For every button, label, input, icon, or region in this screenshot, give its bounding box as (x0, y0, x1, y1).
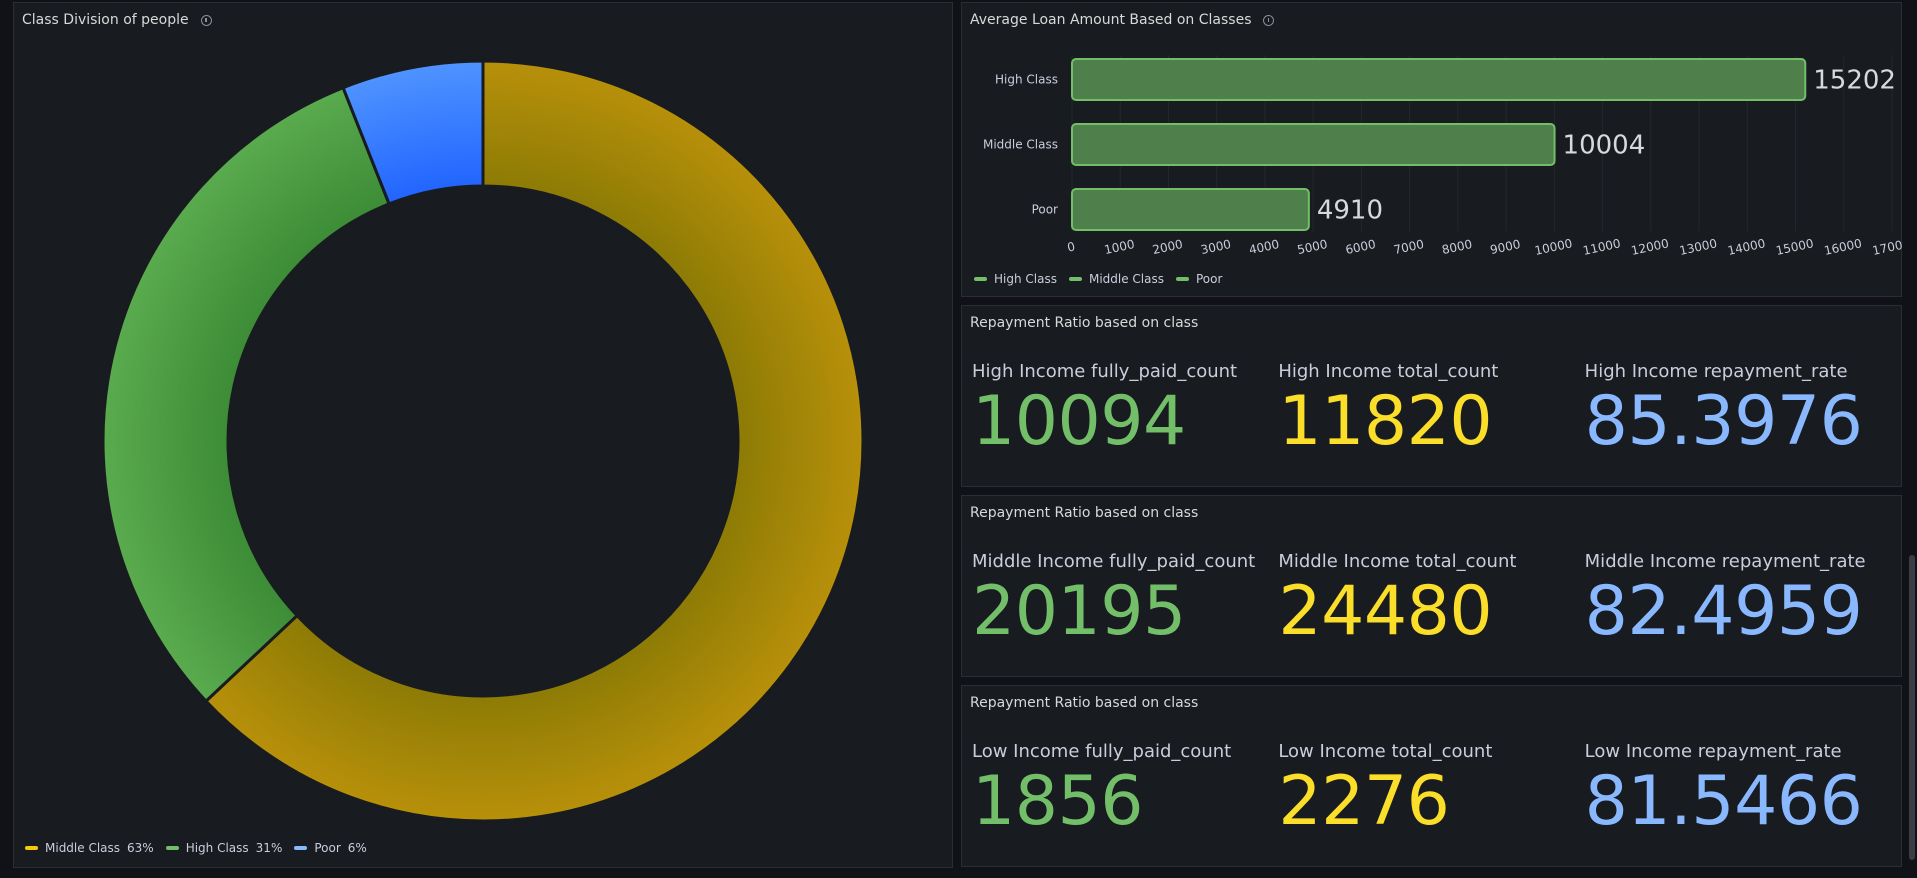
bar-panel: Average Loan Amount Based on Classes 152… (961, 2, 1903, 297)
x-tick-label: 7000 (1392, 237, 1425, 257)
x-tick-label: 0 (1066, 239, 1076, 254)
bar-panel-header: Average Loan Amount Based on Classes (970, 12, 1275, 28)
stat-value: 24480 (1278, 572, 1493, 651)
x-tick-label: 15000 (1775, 236, 1815, 258)
stat-fully-paid: Middle Income fully_paid_count 20195 (972, 551, 1278, 647)
legend-swatch (294, 846, 308, 850)
bar-legend: High Class Middle Class Poor (974, 272, 1222, 286)
stat-label: Middle Income total_count (1278, 551, 1517, 572)
legend-swatch (1176, 277, 1189, 281)
donut-slice-poor[interactable] (341, 59, 485, 206)
bar-legend-item[interactable]: Middle Class (1068, 272, 1164, 286)
bar-poor[interactable] (1071, 188, 1310, 231)
legend-percent: 6% (347, 841, 367, 855)
stat-panel-title: Repayment Ratio based on class (970, 505, 1199, 521)
stat-label: High Income fully_paid_count (972, 361, 1238, 382)
bar-high-class[interactable] (1071, 58, 1807, 101)
legend-percent: 31% (255, 841, 283, 855)
info-icon[interactable] (200, 14, 212, 26)
legend-swatch (1068, 277, 1082, 281)
legend-swatch (974, 277, 987, 281)
donut-panel: Class Division of people Middle Class 63… (13, 2, 953, 868)
stat-repayment-rate: Middle Income repayment_rate 82.4959 (1585, 551, 1891, 647)
stat-value: 81.5466 (1584, 762, 1863, 841)
stat-label: High Income total_count (1278, 361, 1499, 382)
stat-value: 20195 (972, 572, 1186, 651)
x-tick-label: 11000 (1582, 236, 1622, 258)
x-tick-label: 17000 (1871, 236, 1903, 258)
bar-value-label: 10004 (1563, 131, 1646, 161)
y-category-label: Poor (1032, 203, 1058, 217)
donut-legend: Middle Class 63% High Class 31% Poor 6% (25, 841, 367, 855)
stat-value: 1856 (972, 762, 1144, 841)
x-tick-label: 1000 (1103, 237, 1136, 257)
y-category-label: Middle Class (983, 138, 1058, 152)
legend-label: High Class (185, 841, 249, 855)
stat-panel-high-income: Repayment Ratio based on class High Inco… (961, 305, 1902, 487)
x-tick-label: 4000 (1248, 237, 1281, 257)
stat-fully-paid: High Income fully_paid_count 10094 (972, 361, 1278, 457)
stat-value: 10094 (972, 382, 1186, 461)
scrollbar-thumb[interactable] (1909, 555, 1915, 860)
x-tick-label: 16000 (1823, 236, 1863, 258)
x-tick-label: 6000 (1344, 237, 1377, 257)
donut-panel-title: Class Division of people (22, 12, 189, 28)
x-tick-label: 9000 (1489, 237, 1522, 257)
stat-label: High Income repayment_rate (1584, 361, 1848, 382)
bar-middle-class[interactable] (1071, 123, 1556, 166)
x-tick-label: 8000 (1441, 237, 1474, 257)
legend-label: High Class (994, 272, 1057, 286)
stat-value: 85.3976 (1584, 382, 1863, 461)
bar-value-label: 4910 (1317, 196, 1383, 226)
stat-fully-paid: Low Income fully_paid_count 1856 (972, 741, 1278, 837)
stat-label: Low Income repayment_rate (1584, 741, 1842, 762)
donut-panel-header: Class Division of people (22, 12, 212, 28)
stat-total-count: Low Income total_count 2276 (1278, 741, 1584, 837)
donut-slice-high-class[interactable] (101, 85, 392, 704)
stat-panel-title: Repayment Ratio based on class (970, 695, 1199, 711)
stat-value: 11820 (1278, 382, 1493, 461)
stat-total-count: High Income total_count 11820 (1278, 361, 1584, 457)
bar-legend-item[interactable]: High Class (974, 272, 1057, 286)
stat-label: Low Income total_count (1278, 741, 1493, 762)
stat-panel-low-income: Repayment Ratio based on class Low Incom… (961, 685, 1902, 867)
stat-value: 82.4959 (1584, 572, 1863, 651)
stat-value: 2276 (1278, 762, 1450, 841)
x-tick-label: 10000 (1533, 236, 1573, 258)
donut-legend-item[interactable]: High Class 31% (165, 841, 283, 855)
stat-panel-title: Repayment Ratio based on class (970, 315, 1199, 331)
bar-legend-item[interactable]: Poor (1176, 272, 1222, 286)
stat-repayment-rate: Low Income repayment_rate 81.5466 (1585, 741, 1891, 837)
x-tick-label: 2000 (1151, 237, 1184, 257)
page-scrollbar[interactable] (1907, 0, 1917, 878)
legend-label: Poor (314, 841, 341, 855)
stat-label: Middle Income fully_paid_count (972, 551, 1256, 572)
donut-legend-item[interactable]: Middle Class 63% (25, 841, 154, 855)
legend-label: Middle Class (1088, 272, 1164, 286)
stat-total-count: Middle Income total_count 24480 (1278, 551, 1584, 647)
donut-legend-item[interactable]: Poor 6% (294, 841, 367, 855)
x-tick-label: 12000 (1630, 236, 1670, 258)
bar-value-label: 15202 (1813, 66, 1896, 96)
info-icon[interactable] (1263, 14, 1275, 26)
x-tick-label: 13000 (1678, 236, 1718, 258)
legend-swatch (25, 846, 38, 850)
x-tick-label: 3000 (1199, 237, 1232, 257)
y-category-label: High Class (995, 73, 1058, 87)
stat-panel-middle-income: Repayment Ratio based on class Middle In… (961, 495, 1902, 677)
donut-chart (101, 59, 865, 823)
bar-chart: 15202 10004 4910 High Class Middle Class Poo… (983, 55, 1903, 258)
legend-percent: 63% (127, 841, 154, 855)
stat-label: Low Income fully_paid_count (972, 741, 1232, 762)
stat-repayment-rate: High Income repayment_rate 85.3976 (1585, 361, 1891, 457)
donut-slice-middle-class[interactable] (203, 59, 865, 823)
legend-label: Middle Class (45, 841, 121, 855)
legend-label: Poor (1196, 272, 1223, 286)
x-tick-label: 14000 (1726, 236, 1766, 258)
x-tick-label: 5000 (1296, 237, 1329, 257)
legend-swatch (165, 846, 179, 850)
bar-panel-title: Average Loan Amount Based on Classes (970, 12, 1252, 28)
stat-label: Middle Income repayment_rate (1584, 551, 1866, 572)
